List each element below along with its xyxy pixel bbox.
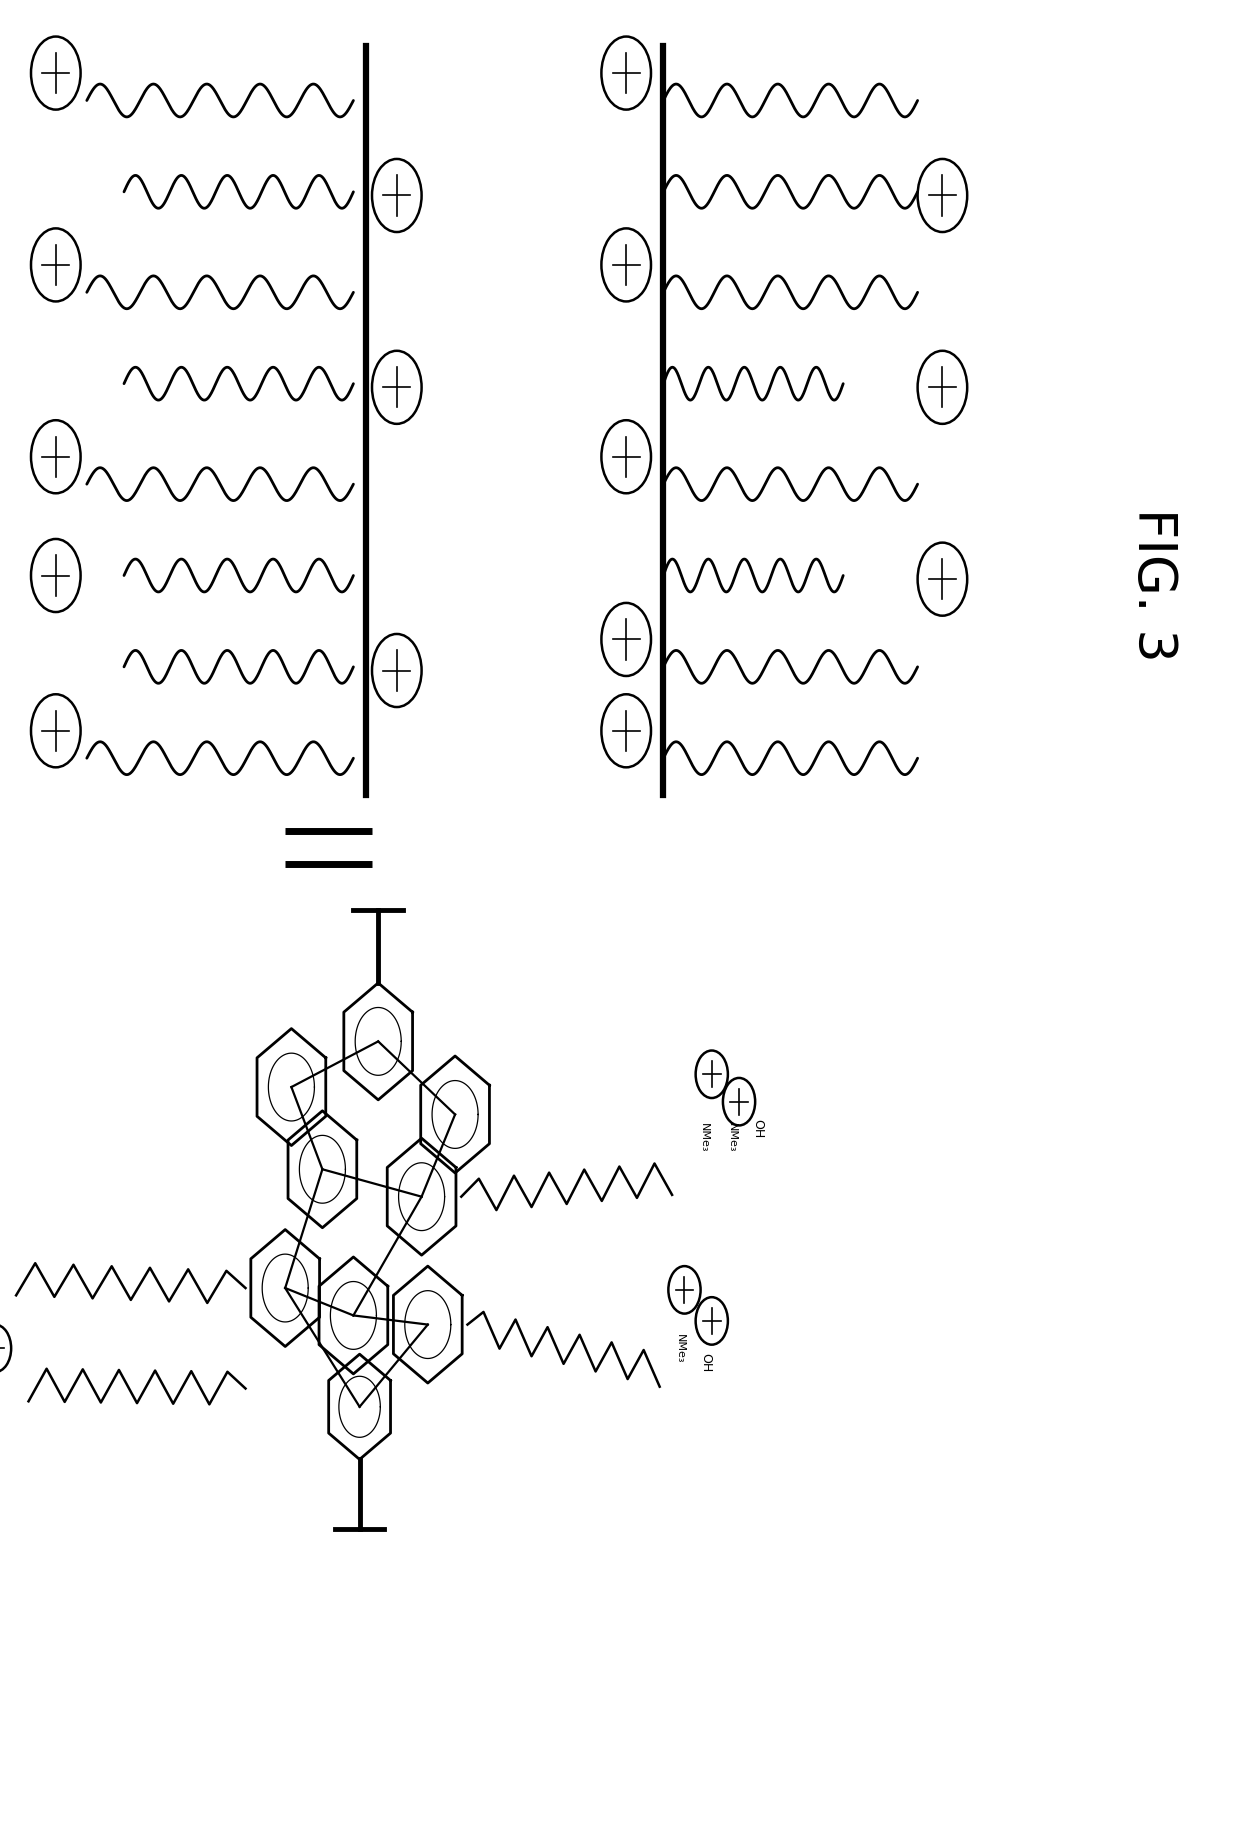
- Text: NMe₃: NMe₃: [727, 1124, 737, 1153]
- Text: OH: OH: [699, 1354, 712, 1372]
- Text: OH: OH: [751, 1120, 764, 1138]
- Text: NMe₃: NMe₃: [699, 1124, 709, 1153]
- Text: FIG. 3: FIG. 3: [1127, 508, 1179, 661]
- Text: NMe₃: NMe₃: [675, 1334, 684, 1363]
